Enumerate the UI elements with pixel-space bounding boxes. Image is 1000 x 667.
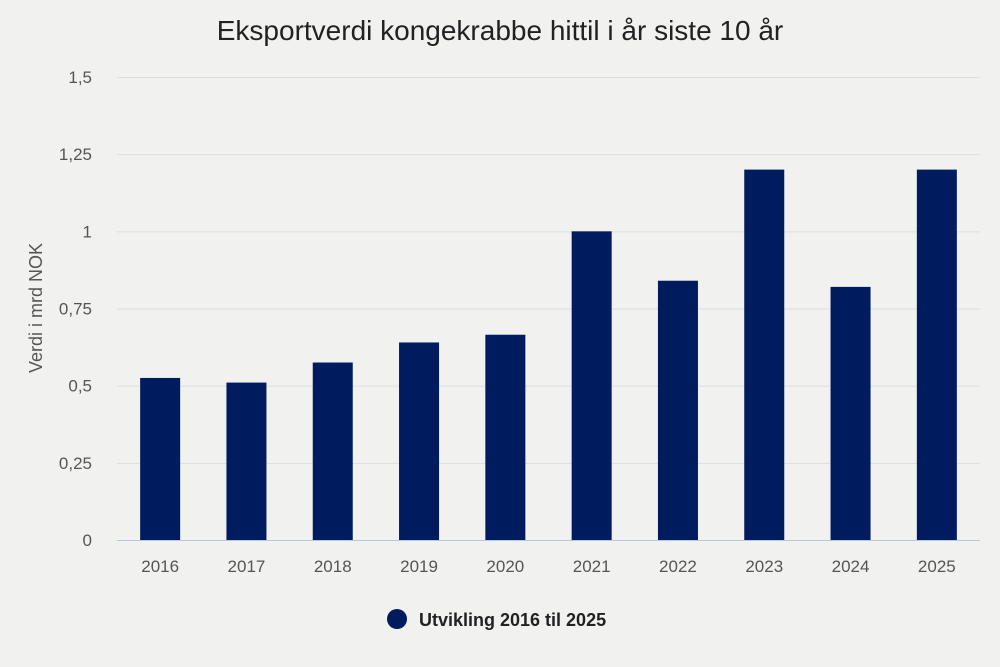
x-tick-label: 2023 (745, 557, 783, 576)
y-tick-label: 1,25 (59, 145, 92, 164)
x-tick-label: 2025 (918, 557, 956, 576)
x-tick-label: 2021 (573, 557, 611, 576)
bars (140, 169, 957, 541)
x-axis-ticks: 2016 2017 2018 2019 2020 2021 2022 2023 2024 2025 (141, 557, 956, 576)
chart-title: Eksportverdi kongekrabbe hittil i år sis… (217, 15, 784, 46)
x-tick-label: 2018 (314, 557, 352, 576)
bar-2023[interactable] (744, 169, 785, 540)
y-axis-label: Verdi i mrd NOK (26, 243, 46, 373)
y-tick-label: 0 (83, 531, 92, 550)
x-tick-label: 2019 (400, 557, 438, 576)
bar-2021[interactable] (571, 231, 612, 541)
y-tick-label: 0,5 (68, 377, 92, 396)
y-tick-label: 1 (83, 222, 92, 241)
bar-2019[interactable] (399, 342, 440, 540)
x-tick-label: 2022 (659, 557, 697, 576)
bar-2018[interactable] (312, 362, 353, 540)
legend[interactable]: Utvikling 2016 til 2025 (387, 609, 606, 630)
y-tick-label: 0,25 (59, 454, 92, 473)
y-tick-label: 0,75 (59, 300, 92, 319)
x-tick-label: 2024 (832, 557, 870, 576)
legend-label: Utvikling 2016 til 2025 (419, 610, 606, 630)
legend-marker (387, 609, 407, 629)
bar-2024[interactable] (830, 286, 871, 540)
y-tick-label: 1,5 (68, 68, 92, 87)
bar-2016[interactable] (140, 377, 181, 540)
bar-2017[interactable] (226, 382, 267, 540)
bar-2022[interactable] (657, 280, 698, 540)
x-tick-label: 2020 (486, 557, 524, 576)
x-tick-label: 2016 (141, 557, 179, 576)
y-axis-ticks: 0 0,25 0,5 0,75 1 1,25 1,5 (59, 68, 92, 550)
x-tick-label: 2017 (228, 557, 266, 576)
bar-2025[interactable] (916, 169, 957, 540)
bar-2020[interactable] (485, 334, 526, 540)
